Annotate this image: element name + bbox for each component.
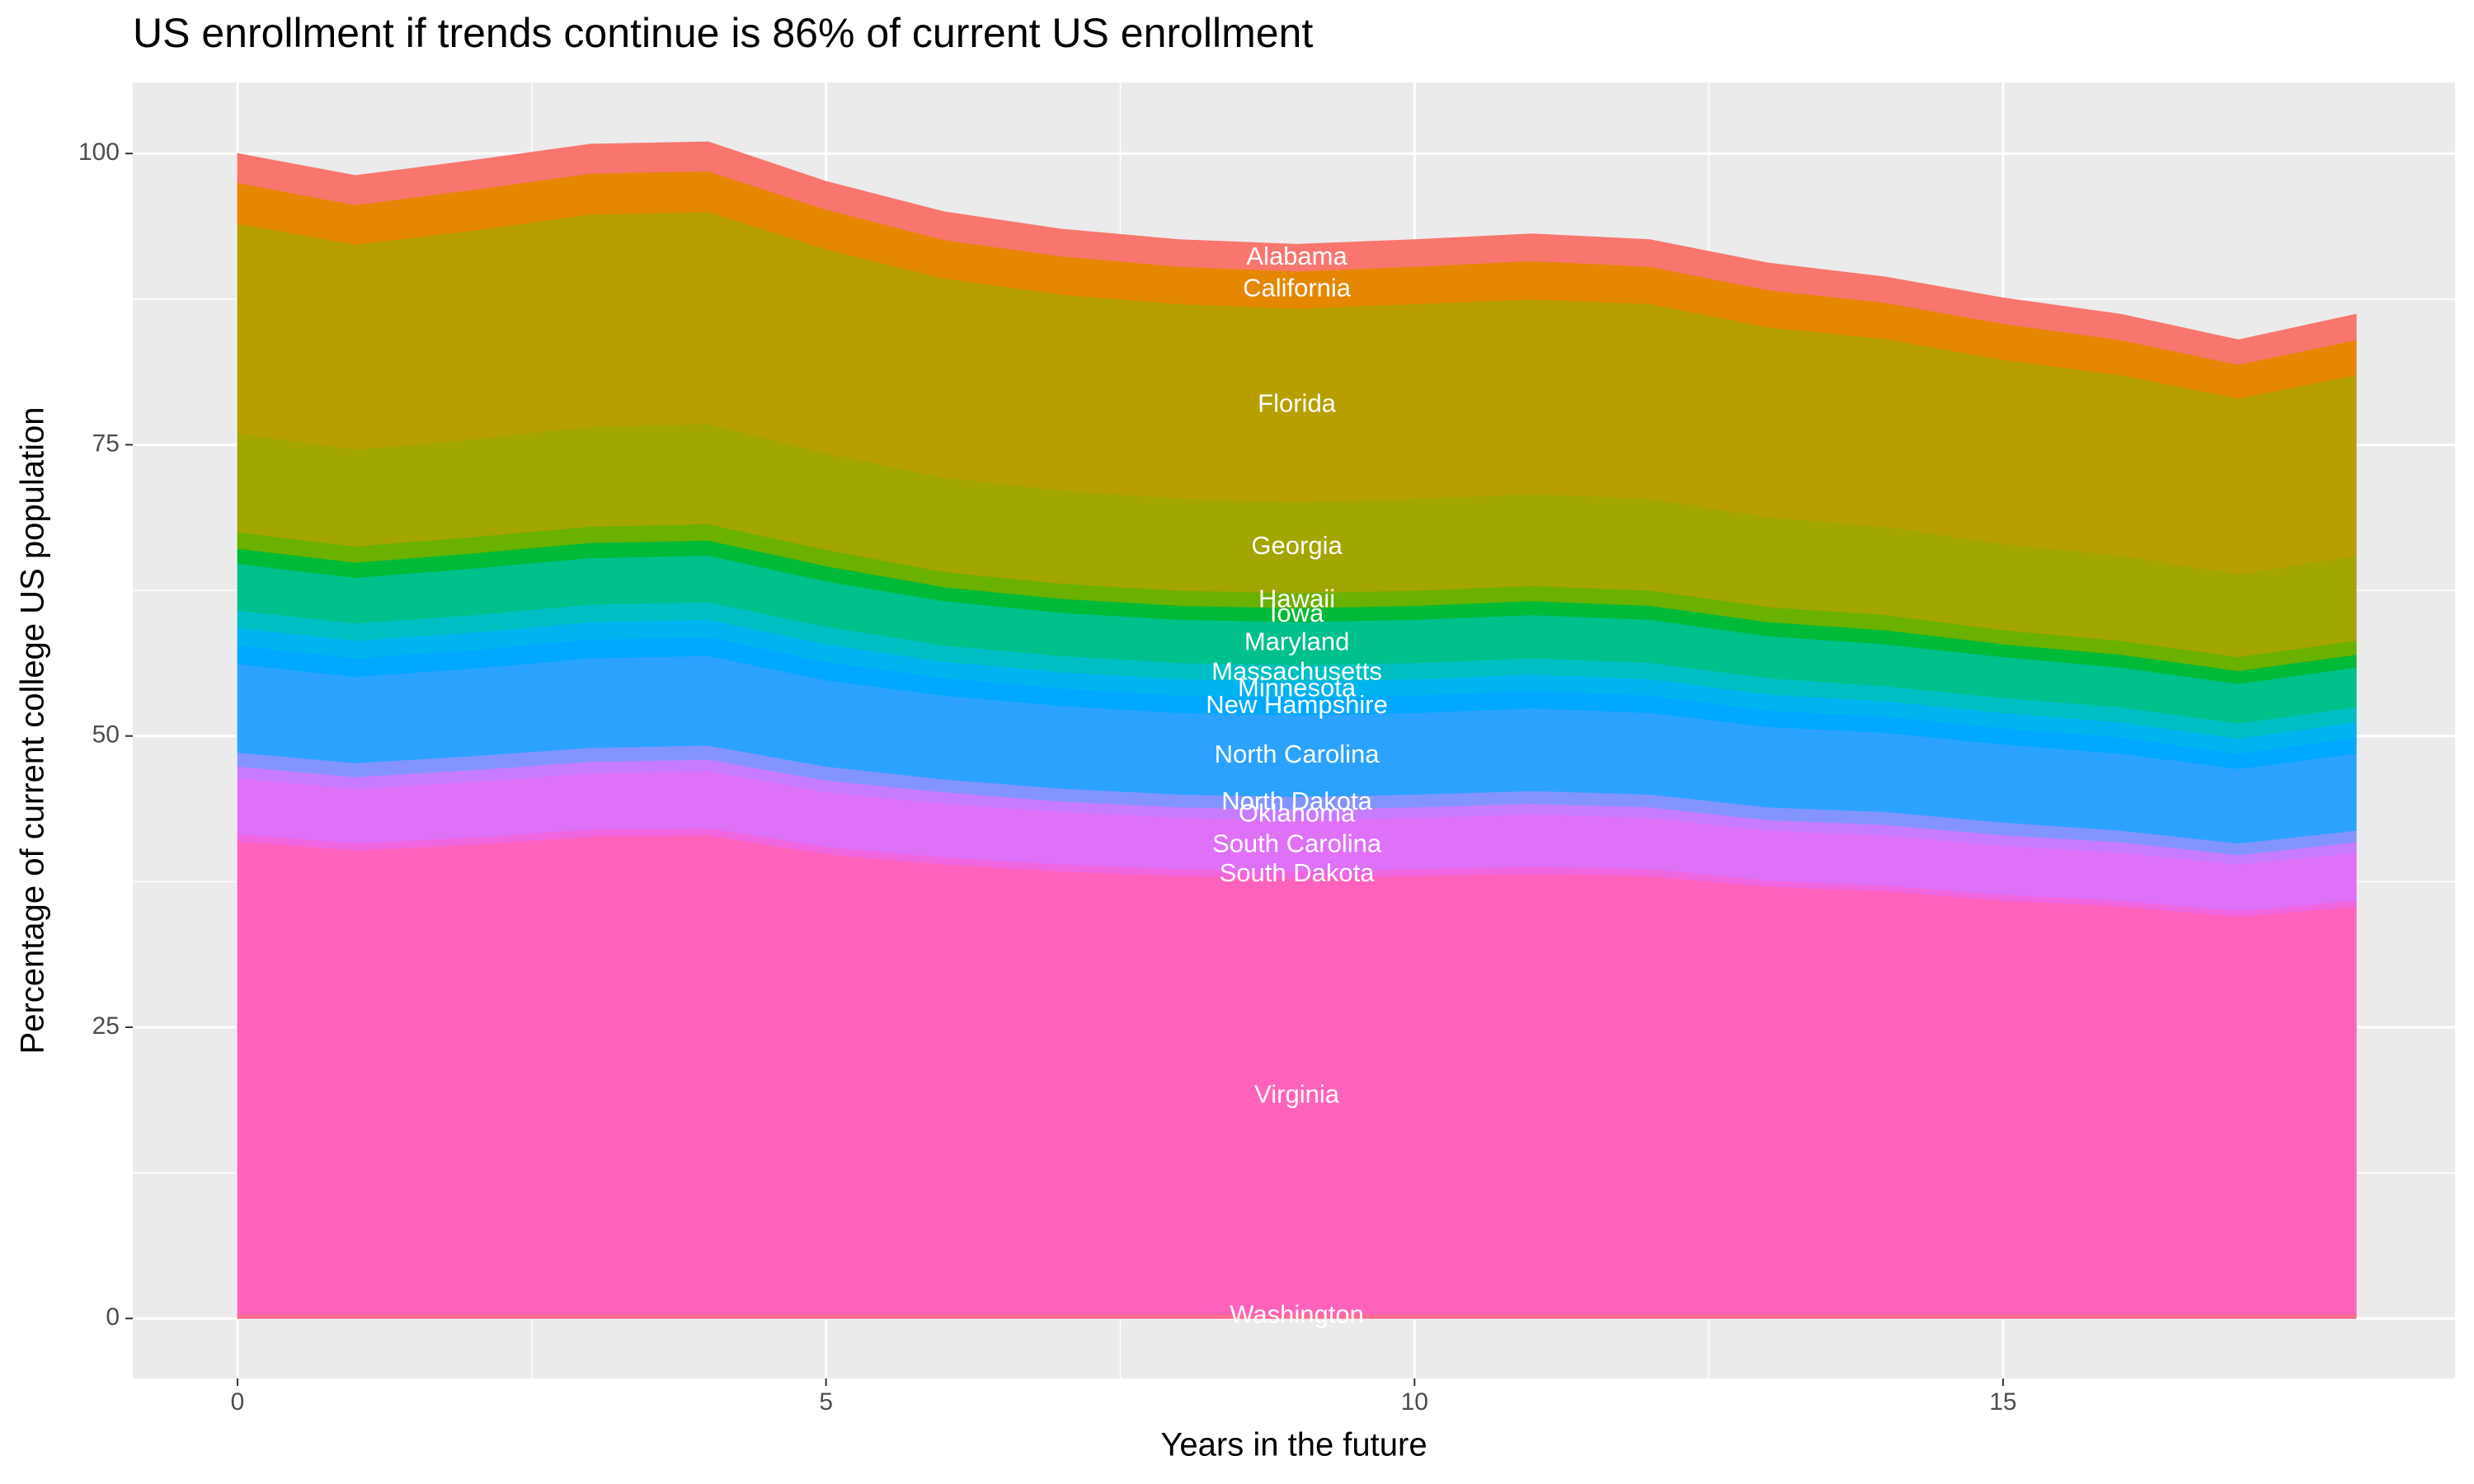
area-label: North Dakota	[1221, 787, 1372, 815]
area-label: Minnesota	[1238, 673, 1357, 702]
area-label: Oklahoma	[1239, 798, 1356, 827]
y-tick-label: 75	[92, 430, 120, 457]
y-tick-label: 100	[78, 139, 120, 166]
area-label: California	[1243, 274, 1352, 303]
area-label: Virginia	[1254, 1080, 1340, 1109]
y-tick-label: 25	[92, 1012, 120, 1040]
area-label: Massachusetts	[1211, 657, 1382, 686]
y-axis-title: Percentage of current college US populat…	[15, 407, 51, 1054]
areas	[237, 141, 2357, 1319]
x-tick-label: 15	[1989, 1388, 2016, 1416]
area-label: Hawaii	[1258, 584, 1335, 613]
y-tick-label: 50	[92, 721, 120, 749]
area-label: Florida	[1258, 389, 1337, 418]
area-label: North Carolina	[1215, 740, 1380, 768]
y-tick-label: 0	[106, 1303, 120, 1331]
x-axis-title: Years in the future	[1160, 1427, 1427, 1463]
area-label: Alabama	[1246, 242, 1348, 270]
chart-title: US enrollment if trends continue is 86% …	[133, 10, 1313, 56]
x-tick-label: 10	[1401, 1388, 1428, 1416]
area-label: South Carolina	[1212, 829, 1382, 858]
area-label: South Dakota	[1220, 858, 1376, 887]
area-label: Georgia	[1251, 531, 1343, 560]
axes: 0 25 50 75 100 0 5 10 15	[78, 139, 2017, 1416]
area-label: Maryland	[1244, 627, 1350, 656]
area	[237, 141, 2357, 365]
area	[237, 834, 2357, 1315]
area-label: Iowa	[1270, 599, 1324, 627]
area-label: New Hampshire	[1206, 690, 1388, 719]
x-tick-label: 0	[231, 1388, 245, 1416]
area-label: Washington	[1230, 1300, 1364, 1329]
x-tick-label: 5	[819, 1388, 833, 1416]
